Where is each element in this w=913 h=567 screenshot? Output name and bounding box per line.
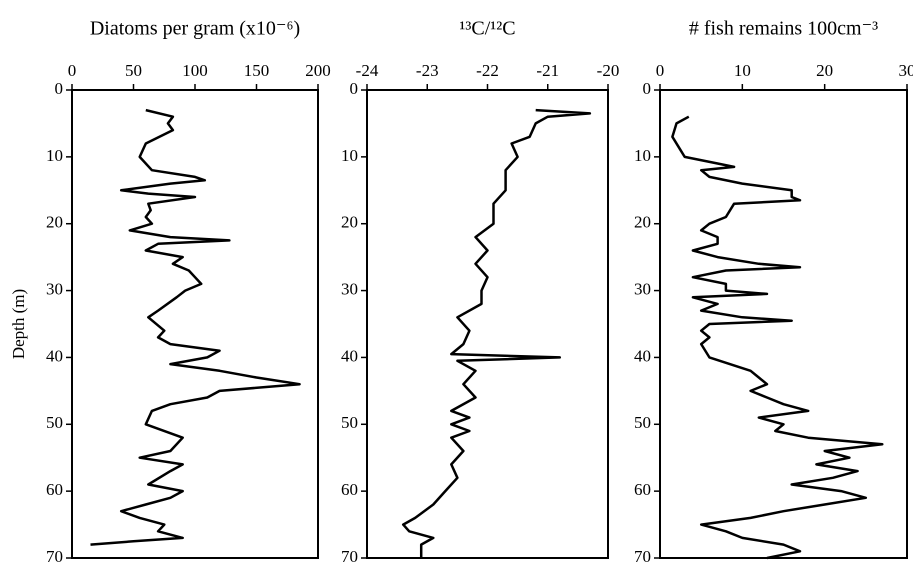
y-tick-label: 50 — [634, 413, 651, 432]
y-tick-label: 10 — [46, 146, 63, 165]
plot-frame — [366, 89, 609, 559]
y-tick-label: 40 — [46, 346, 63, 365]
y-tick-label: 60 — [634, 480, 651, 499]
x-tick-label: 150 — [244, 61, 270, 80]
x-tick-label: 50 — [125, 61, 142, 80]
data-line — [671, 115, 884, 560]
y-tick-label: 70 — [341, 547, 358, 566]
x-tick-label: 20 — [816, 61, 833, 80]
x-tick-label: 30 — [899, 61, 913, 80]
y-tick-label: 0 — [55, 79, 64, 98]
y-tick-label: 50 — [341, 413, 358, 432]
x-tick-label: -22 — [476, 61, 499, 80]
y-tick-label: 30 — [46, 279, 63, 298]
y-tick-label: 50 — [46, 413, 63, 432]
chart-title: Diatoms per gram (x10⁻⁶) — [90, 18, 300, 40]
x-tick-label: 200 — [305, 61, 331, 80]
data-line — [401, 108, 592, 558]
x-tick-label: 100 — [182, 61, 208, 80]
x-tick-label: 0 — [656, 61, 665, 80]
x-tick-label: -24 — [356, 61, 379, 80]
y-tick-label: 10 — [634, 146, 651, 165]
chart-title: ¹³C/¹²C — [459, 18, 515, 40]
y-axis-label: Depth (m) — [9, 289, 28, 359]
plot-frame — [659, 89, 908, 559]
y-tick-label: 0 — [350, 79, 359, 98]
y-tick-label: 0 — [643, 79, 652, 98]
y-tick-label: 30 — [634, 279, 651, 298]
y-tick-label: 40 — [634, 346, 651, 365]
x-tick-label: -21 — [536, 61, 559, 80]
x-tick-label: 10 — [734, 61, 751, 80]
y-tick-label: 20 — [46, 213, 63, 232]
y-tick-label: 30 — [341, 279, 358, 298]
y-tick-label: 40 — [341, 346, 358, 365]
y-tick-label: 70 — [634, 547, 651, 566]
y-tick-label: 20 — [634, 213, 651, 232]
x-tick-label: 0 — [68, 61, 77, 80]
y-tick-label: 10 — [341, 146, 358, 165]
data-line — [90, 108, 301, 546]
x-tick-label: -23 — [416, 61, 439, 80]
chart-title: # fish remains 100cm⁻³ — [689, 18, 878, 40]
y-tick-label: 60 — [341, 480, 358, 499]
plot-frame — [71, 89, 319, 559]
x-tick-label: -20 — [597, 61, 620, 80]
y-tick-label: 70 — [46, 547, 63, 566]
y-tick-label: 20 — [341, 213, 358, 232]
y-tick-label: 60 — [46, 480, 63, 499]
